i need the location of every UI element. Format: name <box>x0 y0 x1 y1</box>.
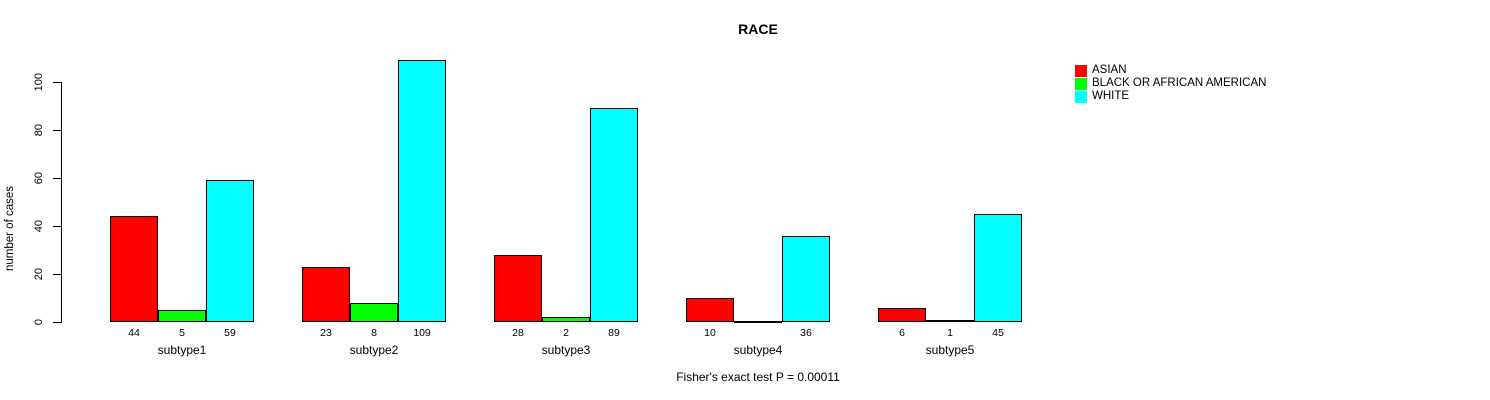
y-tick-label: 20 <box>31 250 47 298</box>
legend-swatch <box>1075 64 1087 77</box>
y-tick-mark <box>53 274 61 275</box>
y-tick-label: 100 <box>31 58 47 106</box>
bar-value-label: 8 <box>371 327 377 339</box>
bar-subtype3-series3 <box>590 108 638 322</box>
bar-value-label: 6 <box>899 327 905 339</box>
bar-value-label: 5 <box>179 327 185 339</box>
bar-value-label: 109 <box>413 327 431 339</box>
bar-value-label: 10 <box>704 327 716 339</box>
bar-value-label: 1 <box>947 327 953 339</box>
legend-item: WHITE <box>1075 90 1266 103</box>
bar-value-label: 2 <box>563 327 569 339</box>
bar-value-label: 59 <box>224 327 236 339</box>
bar-subtype2-series1 <box>302 267 350 322</box>
bar-value-label: 45 <box>992 327 1004 339</box>
legend-swatch <box>1075 77 1087 90</box>
bar-value-label: 28 <box>512 327 524 339</box>
y-axis-title: number of cases <box>4 186 16 272</box>
legend-label: ASIAN <box>1092 64 1127 76</box>
y-tick-label: 0 <box>31 298 47 346</box>
y-tick-label: 60 <box>31 154 47 202</box>
legend-label: BLACK OR AFRICAN AMERICAN <box>1092 77 1267 89</box>
bar-subtype4-series1 <box>686 298 734 322</box>
bar-value-label: 23 <box>320 327 332 339</box>
bar-subtype4-series3 <box>782 236 830 322</box>
chart-title: RACE <box>738 21 778 37</box>
bar-subtype5-series2 <box>926 320 974 322</box>
y-tick-mark <box>53 82 61 83</box>
legend-item: BLACK OR AFRICAN AMERICAN <box>1075 77 1266 90</box>
y-tick-mark <box>53 130 61 131</box>
y-tick-label-text: 100 <box>33 72 45 92</box>
category-label-subtype4: subtype4 <box>733 343 783 357</box>
legend: ASIAN BLACK OR AFRICAN AMERICAN WHITE <box>1075 64 1266 103</box>
bar-value-label: 89 <box>608 327 620 339</box>
y-tick-label-text: 0 <box>33 318 45 326</box>
category-label-subtype2: subtype2 <box>349 343 399 357</box>
y-tick-label-text: 60 <box>33 171 45 185</box>
legend-label: WHITE <box>1092 90 1130 102</box>
y-tick-label-text: 40 <box>33 219 45 233</box>
y-tick-label: 80 <box>31 106 47 154</box>
bar-subtype4-series2-zero <box>734 321 782 323</box>
y-tick-mark <box>53 322 61 323</box>
annotation-fishers-test: Fisher's exact test P = 0.00011 <box>676 370 840 384</box>
y-tick-label-text: 20 <box>33 267 45 281</box>
bar-subtype3-series2 <box>542 317 590 322</box>
y-axis-line <box>61 82 62 323</box>
bar-subtype5-series3 <box>974 214 1022 322</box>
bar-subtype1-series2 <box>158 310 206 322</box>
legend-item: ASIAN <box>1075 64 1266 77</box>
bar-subtype2-series3 <box>398 60 446 322</box>
y-axis-title-box: number of cases <box>1 157 19 301</box>
bar-subtype1-series3 <box>206 180 254 322</box>
y-tick-mark <box>53 178 61 179</box>
bar-value-label: 44 <box>128 327 140 339</box>
bar-subtype2-series2 <box>350 303 398 322</box>
category-label-subtype5: subtype5 <box>925 343 975 357</box>
bar-subtype5-series1 <box>878 308 926 322</box>
category-label-subtype1: subtype1 <box>157 343 207 357</box>
bar-subtype3-series1 <box>494 255 542 322</box>
y-tick-label-text: 80 <box>33 123 45 137</box>
y-tick-mark <box>53 226 61 227</box>
bar-subtype1-series1 <box>110 216 158 322</box>
legend-swatch <box>1075 90 1087 103</box>
bar-value-label: 36 <box>800 327 812 339</box>
y-tick-label: 40 <box>31 202 47 250</box>
category-label-subtype3: subtype3 <box>541 343 591 357</box>
